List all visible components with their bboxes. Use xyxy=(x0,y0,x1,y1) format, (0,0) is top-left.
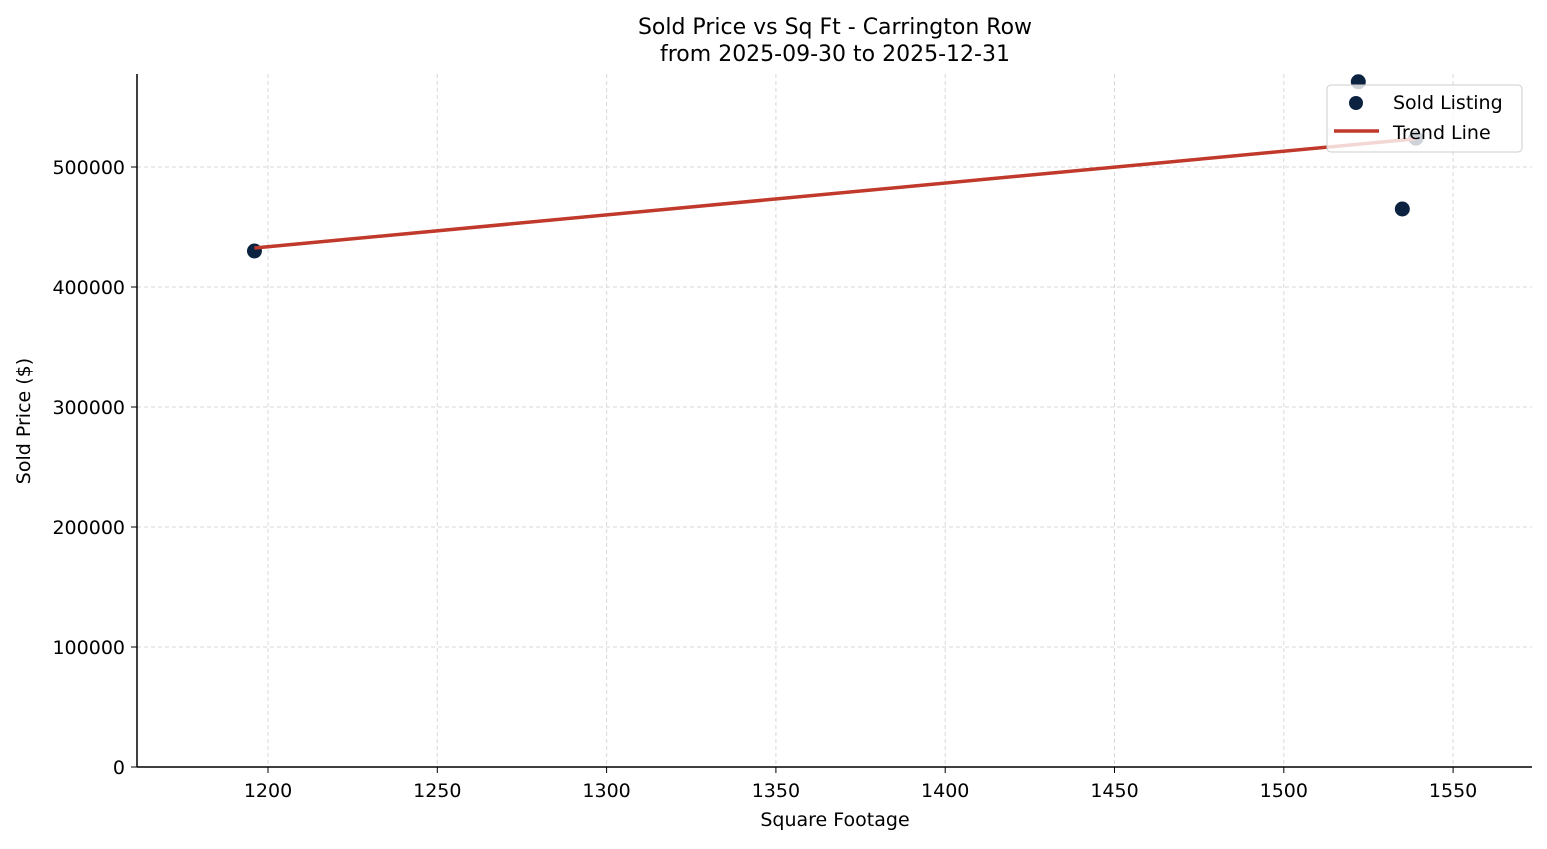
y-tick-label: 0 xyxy=(113,757,125,779)
x-tick-label: 1500 xyxy=(1260,780,1308,802)
legend-box xyxy=(1326,84,1523,153)
legend: Sold Listing Trend Line xyxy=(1326,84,1523,153)
x-axis-label: Square Footage xyxy=(760,809,909,831)
x-tick-label: 1250 xyxy=(413,780,461,802)
y-tick-label: 300000 xyxy=(52,397,125,419)
y-tick-label: 200000 xyxy=(52,517,125,539)
y-tick-label: 500000 xyxy=(52,157,125,179)
trend-line xyxy=(254,137,1417,250)
legend-label-trend-line: Trend Line xyxy=(1392,122,1491,144)
x-tick-label: 1450 xyxy=(1090,780,1138,802)
legend-marker-sold-listing xyxy=(1349,96,1363,110)
x-tick-label: 1350 xyxy=(752,780,800,802)
x-tick-label: 1200 xyxy=(244,780,292,802)
legend-label-sold-listing: Sold Listing xyxy=(1393,92,1503,114)
chart-subtitle: from 2025-09-30 to 2025-12-31 xyxy=(660,42,1010,67)
x-tick-label: 1550 xyxy=(1429,780,1477,802)
y-tick-label: 100000 xyxy=(52,637,125,659)
chart-title: Sold Price vs Sq Ft - Carrington Row xyxy=(638,15,1032,40)
x-tick-label: 1300 xyxy=(582,780,630,802)
x-tick-label: 1400 xyxy=(921,780,969,802)
y-axis-label: Sold Price ($) xyxy=(13,358,35,484)
data-point xyxy=(1394,201,1410,217)
y-tick-label: 400000 xyxy=(52,277,125,299)
